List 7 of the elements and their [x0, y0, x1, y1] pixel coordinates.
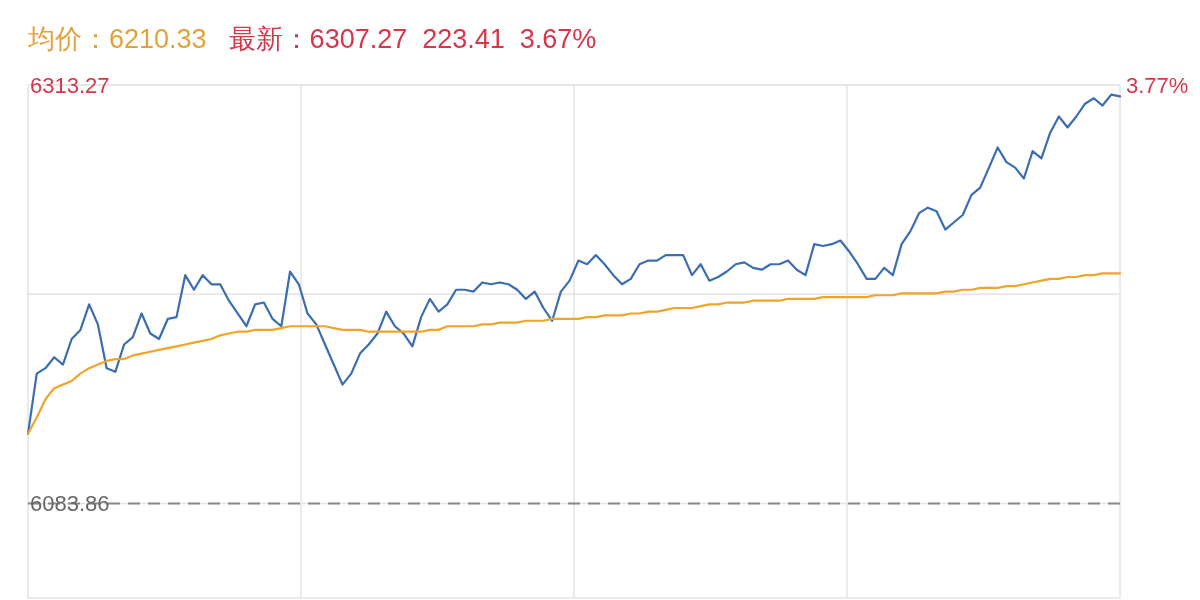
text: 最新：6307.27 223.41 3.67% — [228, 24, 597, 54]
text: 3.77% — [1126, 72, 1189, 98]
y-tick-label: 6083.86 — [30, 490, 110, 516]
line-series — [26, 272, 1122, 435]
text: 均价：6210.33 — [27, 24, 207, 54]
y-tick-label: 6313.27 — [30, 72, 110, 98]
line-series — [26, 93, 1122, 435]
